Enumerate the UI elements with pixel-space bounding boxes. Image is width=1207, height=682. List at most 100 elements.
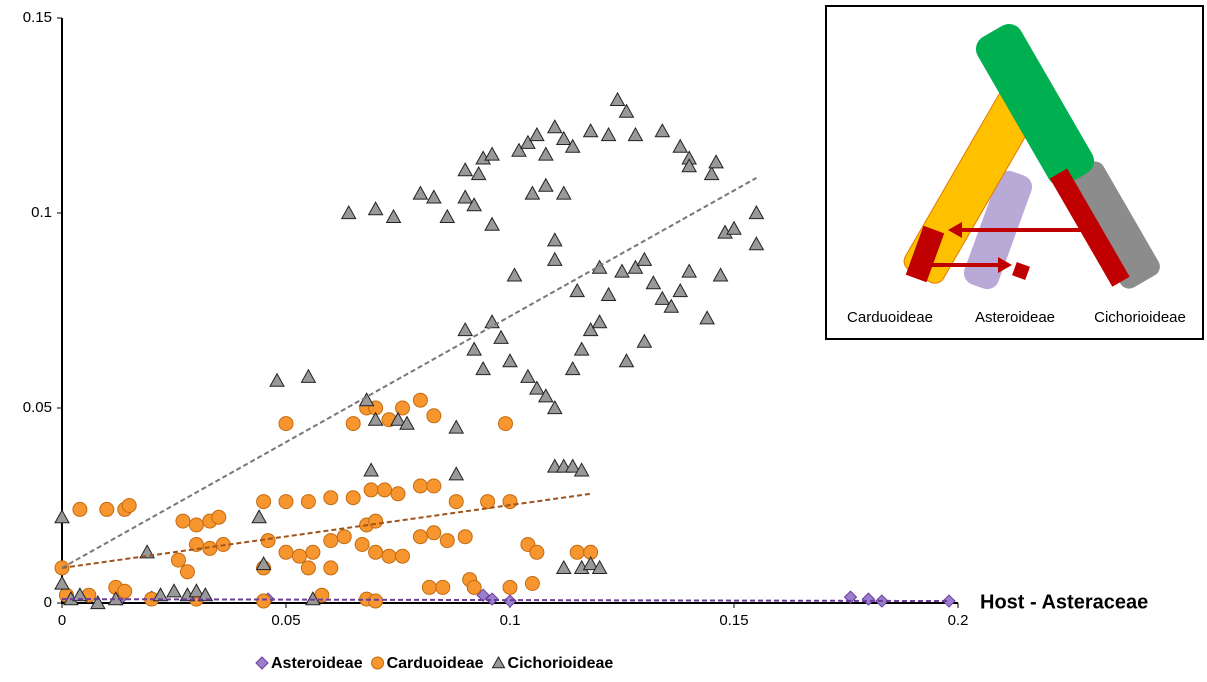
point xyxy=(458,530,472,544)
x-tick-label: 0.15 xyxy=(719,612,748,629)
point xyxy=(548,233,562,246)
point xyxy=(176,514,190,528)
point xyxy=(306,545,320,559)
point xyxy=(749,237,763,250)
point xyxy=(413,479,427,493)
point xyxy=(55,577,69,590)
point xyxy=(279,495,293,509)
point xyxy=(449,421,463,434)
point xyxy=(369,594,383,608)
y-tick-label: 0 xyxy=(44,594,52,611)
point xyxy=(440,210,454,223)
point xyxy=(548,253,562,266)
point xyxy=(458,163,472,176)
point xyxy=(655,124,669,137)
point xyxy=(655,292,669,305)
point xyxy=(485,148,499,161)
y-tick-label: 0.05 xyxy=(23,399,52,416)
point xyxy=(458,190,472,203)
point xyxy=(566,362,580,375)
point xyxy=(189,518,203,532)
point xyxy=(548,120,562,133)
point xyxy=(499,417,513,431)
point xyxy=(476,362,490,375)
x-axis-title: Host - Asteraceae xyxy=(980,591,1148,613)
point xyxy=(391,487,405,501)
x-tick-label: 0.2 xyxy=(948,612,969,629)
point xyxy=(467,343,481,356)
point xyxy=(503,580,517,594)
point xyxy=(364,483,378,497)
point xyxy=(180,565,194,579)
point xyxy=(369,413,383,426)
point xyxy=(494,331,508,344)
x-tick-label: 0 xyxy=(58,612,66,629)
point xyxy=(727,222,741,235)
point xyxy=(646,276,660,289)
point xyxy=(472,167,486,180)
legend-marker xyxy=(256,657,268,669)
point xyxy=(503,495,517,509)
point xyxy=(301,495,315,509)
point xyxy=(369,545,383,559)
point xyxy=(346,491,360,505)
point xyxy=(619,105,633,118)
point xyxy=(395,549,409,563)
point xyxy=(570,284,584,297)
point xyxy=(593,315,607,328)
point xyxy=(324,491,338,505)
point xyxy=(467,580,481,594)
point xyxy=(749,206,763,219)
legend-label: Cichorioideae xyxy=(508,655,614,672)
point xyxy=(700,311,714,324)
point xyxy=(611,93,625,106)
point xyxy=(413,530,427,544)
point xyxy=(292,549,306,563)
point xyxy=(507,268,521,281)
point xyxy=(503,354,517,367)
point xyxy=(521,370,535,383)
point xyxy=(324,534,338,548)
point xyxy=(436,580,450,594)
point xyxy=(705,167,719,180)
point xyxy=(364,463,378,476)
point xyxy=(122,499,136,513)
point xyxy=(714,268,728,281)
point xyxy=(602,128,616,141)
point xyxy=(539,148,553,161)
point xyxy=(171,553,185,567)
point xyxy=(378,483,392,497)
chart: Carduoideae Asteroideae Cichorioideae Ho… xyxy=(0,0,1207,677)
point xyxy=(481,495,495,509)
point xyxy=(324,561,338,575)
point xyxy=(387,210,401,223)
point xyxy=(682,265,696,278)
point xyxy=(485,315,499,328)
trend-line xyxy=(62,178,756,568)
point xyxy=(413,393,427,407)
point xyxy=(557,561,571,574)
y-tick-label: 0.1 xyxy=(31,204,52,221)
point xyxy=(458,323,472,336)
point xyxy=(575,343,589,356)
point xyxy=(673,284,687,297)
point xyxy=(440,534,454,548)
point xyxy=(382,549,396,563)
inset-label: Cichorioideae xyxy=(1094,309,1186,326)
point xyxy=(212,510,226,524)
point xyxy=(270,374,284,387)
y-tick-label: 0.15 xyxy=(23,9,52,26)
point xyxy=(673,140,687,153)
point xyxy=(369,514,383,528)
point xyxy=(485,218,499,231)
point xyxy=(369,202,383,215)
point xyxy=(530,382,544,395)
point xyxy=(355,538,369,552)
point xyxy=(252,510,266,523)
point xyxy=(427,409,441,423)
point xyxy=(602,288,616,301)
inset-label: Asteroideae xyxy=(975,309,1055,326)
x-tick-label: 0.1 xyxy=(500,612,521,629)
legend-marker xyxy=(493,657,505,668)
point xyxy=(449,467,463,480)
